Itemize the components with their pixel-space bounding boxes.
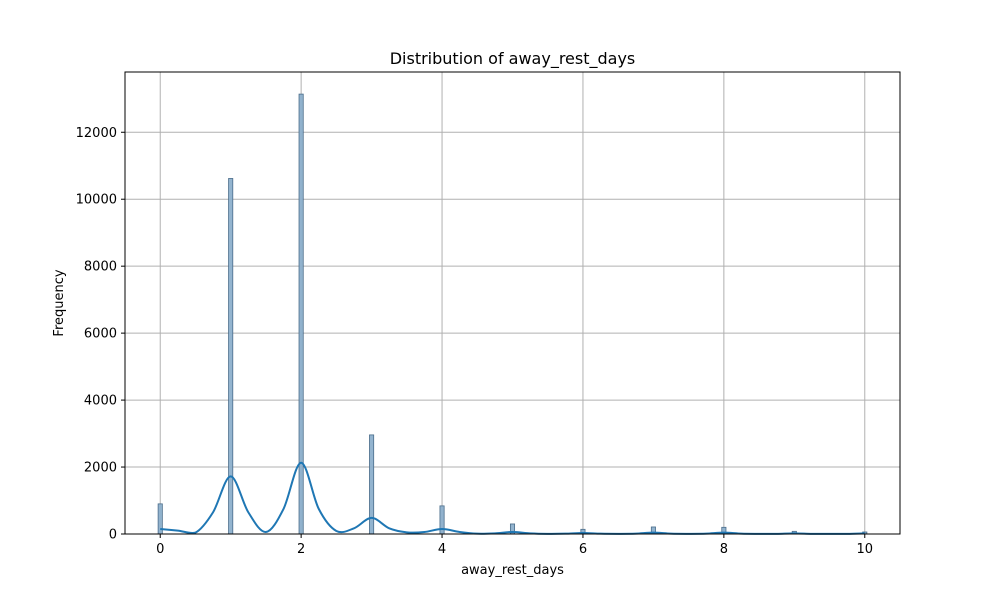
y-axis-label: Frequency	[52, 269, 67, 336]
x-axis-label: away_rest_days	[461, 563, 564, 578]
y-tick-label: 2000	[84, 461, 117, 476]
y-tick-label: 12000	[76, 126, 117, 141]
y-tick-label: 10000	[76, 193, 117, 208]
histogram-bar	[298, 93, 304, 535]
x-tick-label: 0	[156, 542, 164, 557]
x-tick-label: 2	[297, 542, 305, 557]
y-tick-label: 6000	[84, 327, 117, 342]
chart-title: Distribution of away_rest_days	[390, 49, 636, 69]
grid	[125, 72, 900, 535]
histogram-bar	[228, 178, 234, 535]
axis-ticks: 0 2 4 6 8 10 0 2000 4000 6000 8000 10000 12000	[76, 126, 873, 557]
x-tick-label: 6	[579, 542, 587, 557]
y-tick-label: 0	[109, 528, 117, 543]
y-tick-label: 8000	[84, 260, 117, 275]
y-tick-label: 4000	[84, 394, 117, 409]
x-tick-label: 10	[856, 542, 873, 557]
x-tick-label: 4	[438, 542, 446, 557]
plot-frame	[124, 71, 901, 535]
x-tick-label: 8	[720, 542, 728, 557]
